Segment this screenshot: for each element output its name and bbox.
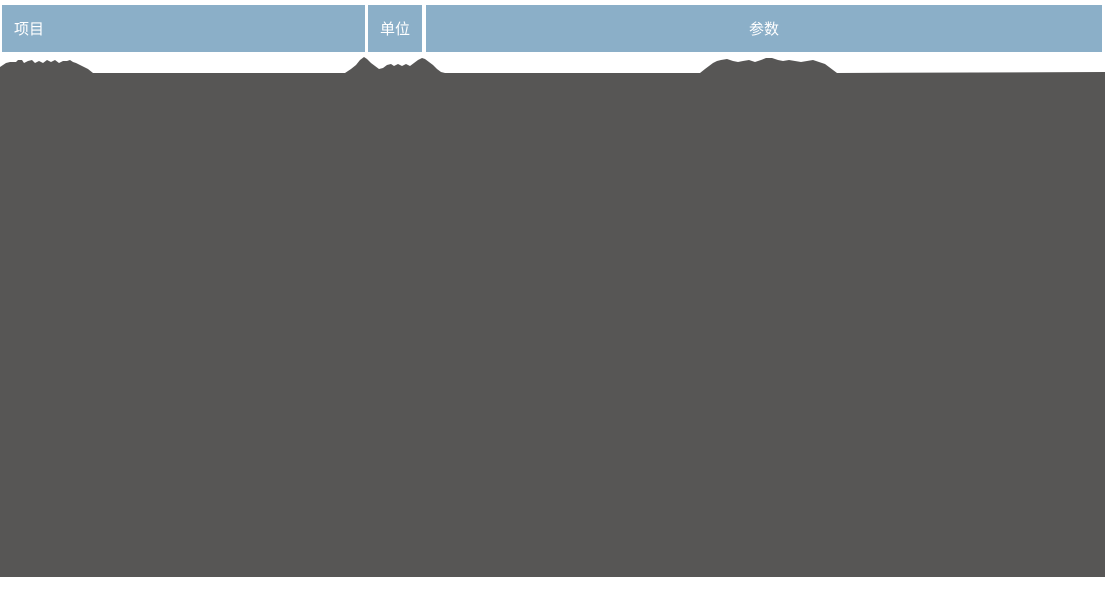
- column-header-unit-label: 单位: [379, 21, 410, 38]
- column-header-parameter-label: 参数: [748, 21, 779, 38]
- column-header-unit: 单位: [368, 5, 422, 52]
- column-divider: [422, 5, 426, 52]
- column-header-parameter: 参数: [426, 5, 1102, 52]
- column-header-item: 项目: [2, 5, 365, 52]
- column-divider: [365, 5, 368, 52]
- column-header-item-label: 项目: [14, 21, 45, 38]
- table-header-row: 项目 单位 参数: [2, 5, 1102, 52]
